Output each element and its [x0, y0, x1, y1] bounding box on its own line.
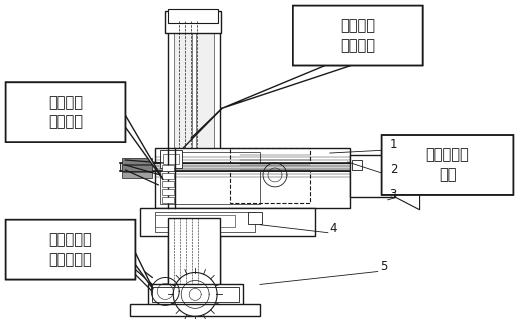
Bar: [162, 197, 174, 203]
FancyBboxPatch shape: [6, 220, 135, 279]
Bar: [122, 172, 152, 178]
Bar: [130, 304, 260, 316]
Text: 2: 2: [389, 163, 397, 176]
Bar: [162, 173, 174, 179]
Bar: [122, 158, 152, 164]
Bar: [155, 212, 255, 232]
Bar: [121, 163, 379, 171]
Bar: [152, 287, 239, 302]
FancyBboxPatch shape: [6, 82, 125, 142]
Bar: [168, 9, 218, 23]
Bar: [163, 154, 179, 164]
Text: 主轴箱部件
产热: 主轴箱部件 产热: [425, 148, 469, 182]
Bar: [155, 148, 350, 208]
Bar: [350, 155, 395, 197]
Text: 立柱静压
导轨产热: 立柱静压 导轨产热: [340, 18, 375, 53]
Polygon shape: [135, 252, 153, 289]
Bar: [160, 150, 182, 168]
Bar: [160, 152, 260, 204]
Bar: [196, 23, 214, 284]
FancyBboxPatch shape: [293, 6, 423, 65]
Bar: [168, 19, 220, 287]
Bar: [162, 181, 174, 187]
FancyBboxPatch shape: [6, 82, 125, 142]
Text: 滑座进给传
动摩擦产热: 滑座进给传 动摩擦产热: [49, 232, 92, 267]
Bar: [352, 160, 362, 170]
Bar: [168, 218, 220, 285]
Polygon shape: [125, 115, 163, 180]
Bar: [162, 189, 174, 195]
FancyBboxPatch shape: [293, 6, 423, 65]
FancyBboxPatch shape: [382, 135, 513, 195]
Bar: [148, 284, 243, 306]
Text: 4: 4: [330, 222, 337, 235]
Bar: [155, 215, 235, 227]
FancyBboxPatch shape: [6, 220, 135, 279]
Polygon shape: [382, 168, 393, 180]
FancyBboxPatch shape: [382, 135, 513, 195]
Bar: [122, 165, 152, 171]
Bar: [140, 208, 315, 236]
Text: 主轴轴承
摩擦产热: 主轴轴承 摩擦产热: [48, 95, 83, 130]
Polygon shape: [395, 145, 420, 210]
Text: 5: 5: [379, 260, 387, 273]
Text: 1: 1: [389, 138, 397, 151]
Bar: [230, 148, 310, 203]
Polygon shape: [222, 65, 351, 108]
Text: 3: 3: [389, 188, 397, 201]
Bar: [248, 212, 262, 224]
Bar: [174, 23, 192, 284]
Bar: [165, 11, 221, 33]
Bar: [162, 165, 174, 171]
